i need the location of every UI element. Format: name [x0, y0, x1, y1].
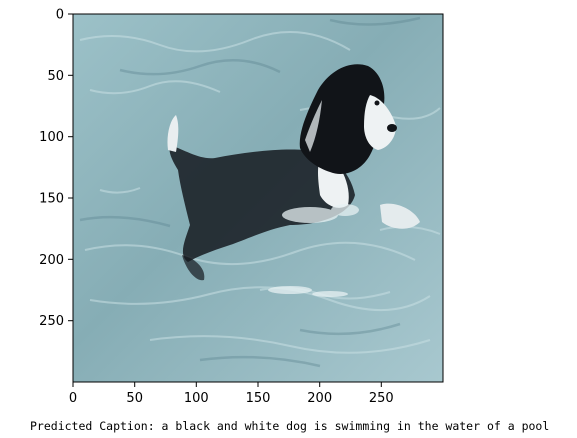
y-tick-label: 100: [39, 130, 64, 145]
y-tick-label: 250: [39, 314, 64, 329]
x-tick-label: 100: [184, 391, 209, 406]
x-tick-label: 50: [126, 391, 143, 406]
x-tick-label: 0: [69, 391, 77, 406]
y-axis: 0 50 100 150 200 250: [39, 8, 73, 329]
y-tick-label: 150: [39, 192, 64, 207]
x-tick-label: 200: [307, 391, 332, 406]
dog-eye: [374, 100, 380, 106]
dog-body: [169, 145, 355, 262]
y-tick-label: 0: [56, 8, 64, 23]
water-splash: [268, 204, 359, 297]
water-dark-ripples: [79, 16, 421, 368]
dog-face: [364, 95, 396, 150]
dog-head: [299, 64, 385, 175]
photo: [73, 14, 443, 382]
dog-paw: [380, 203, 420, 229]
predicted-caption: Predicted Caption: a black and white dog…: [30, 419, 550, 433]
dog-nose: [387, 124, 397, 132]
dog: [167, 64, 420, 297]
dog-tail: [167, 115, 179, 152]
x-tick-label: 250: [369, 391, 394, 406]
x-tick-label: 150: [246, 391, 271, 406]
x-axis: 0 50 100 150 200 250: [69, 382, 394, 406]
y-tick-label: 50: [47, 69, 64, 84]
y-tick-label: 200: [39, 253, 64, 268]
